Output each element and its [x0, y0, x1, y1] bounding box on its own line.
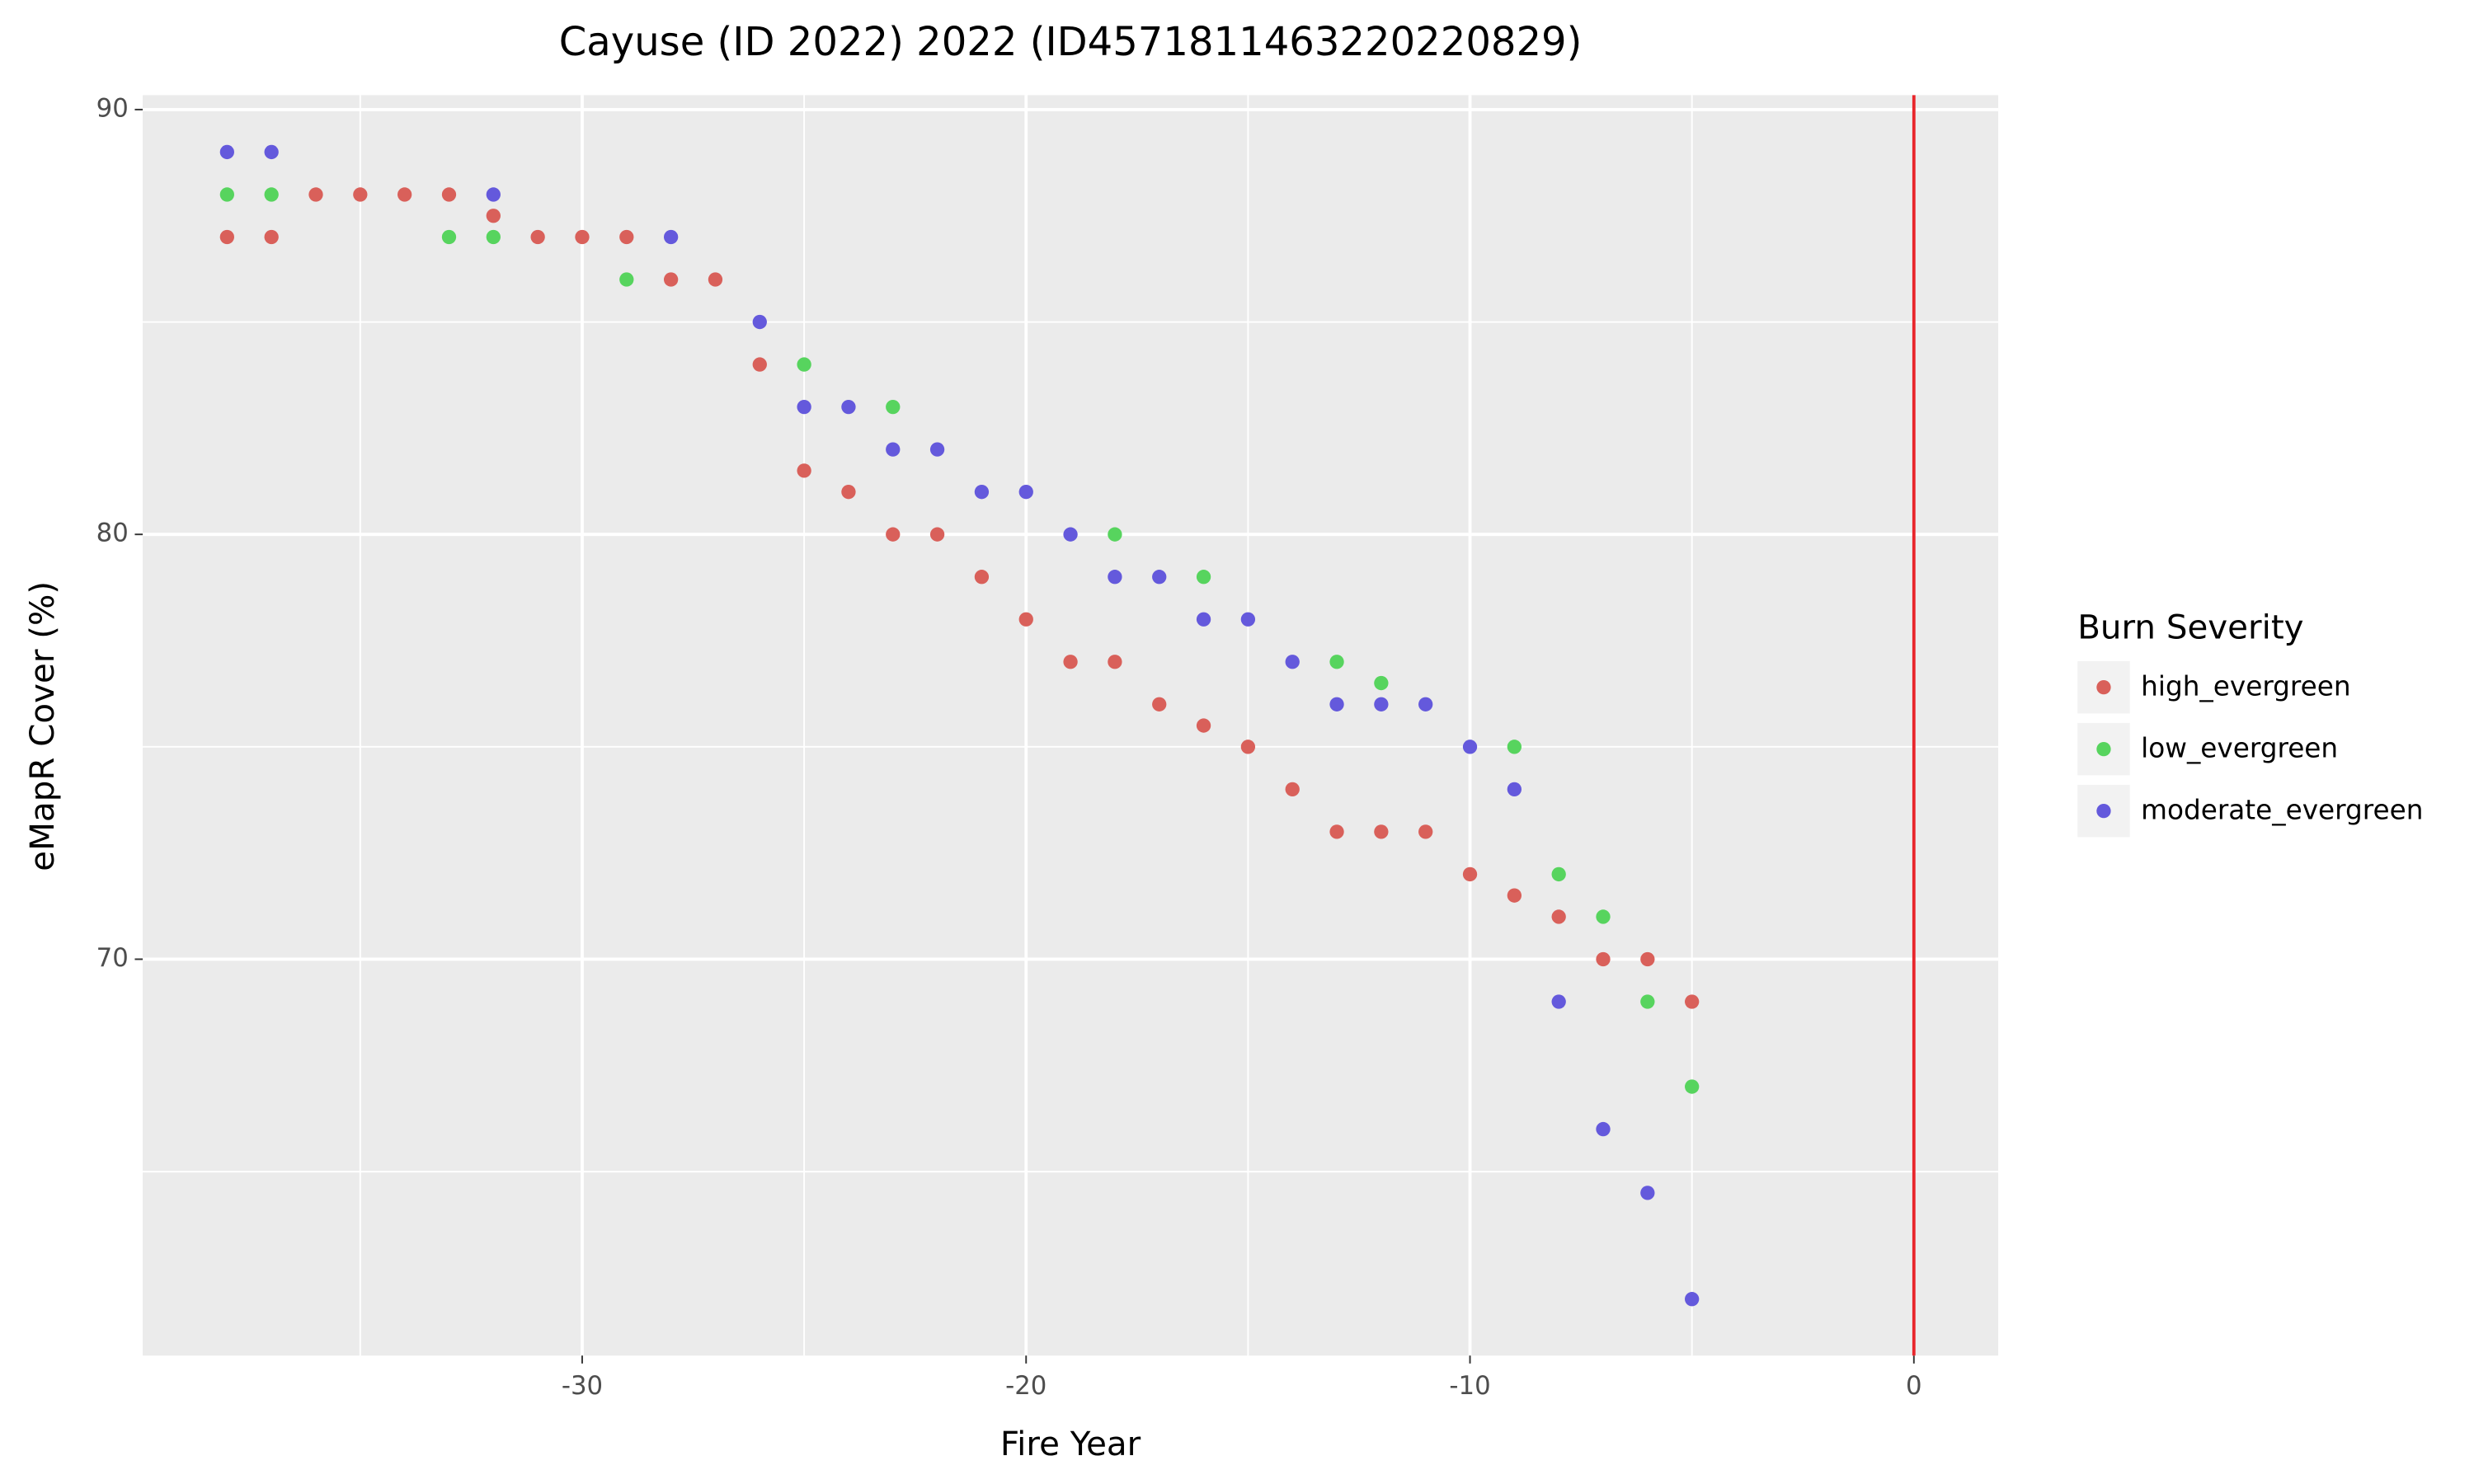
point: [1640, 1186, 1655, 1200]
y-tick-label: 90: [96, 93, 129, 123]
x-tick-label: -20: [1005, 1371, 1047, 1401]
point: [1596, 951, 1611, 967]
point: [1374, 675, 1389, 691]
point: [264, 144, 279, 160]
point: [353, 187, 368, 202]
point: [441, 187, 457, 202]
point: [1418, 824, 1433, 839]
point: [886, 442, 901, 457]
chart-title: Cayuse (ID 2022) 2022 (ID457181146322022…: [559, 19, 1583, 65]
point: [1596, 909, 1611, 924]
point: [1551, 994, 1566, 1009]
point: [663, 229, 679, 245]
point: [708, 272, 723, 287]
point: [264, 187, 279, 202]
x-tick-label: -10: [1449, 1371, 1490, 1401]
x-tick-label: -30: [562, 1371, 603, 1401]
point: [797, 399, 811, 415]
point: [1418, 697, 1433, 711]
point: [1018, 612, 1033, 627]
y-tick-label: 80: [96, 519, 129, 548]
point: [1685, 1079, 1700, 1094]
legend-marker: [2096, 804, 2111, 819]
point: [974, 485, 990, 500]
legend-title: Burn Severity: [2077, 608, 2303, 646]
point: [619, 229, 634, 245]
point: [886, 399, 901, 415]
point: [1374, 824, 1389, 839]
point: [486, 229, 501, 245]
point: [619, 272, 634, 287]
point: [797, 463, 811, 478]
legend-marker: [2096, 742, 2111, 757]
point: [841, 485, 856, 500]
point: [886, 527, 901, 542]
point: [1240, 740, 1256, 754]
x-tick-label: 0: [1906, 1371, 1922, 1401]
point: [1507, 782, 1522, 797]
point: [929, 442, 945, 457]
point: [397, 187, 412, 202]
point: [1196, 612, 1211, 627]
x-axis-label: Fire Year: [1000, 1425, 1141, 1463]
point: [1462, 866, 1478, 882]
point: [219, 229, 235, 245]
point: [575, 229, 590, 245]
point: [219, 187, 235, 202]
point: [1196, 570, 1211, 585]
point: [752, 357, 767, 372]
legend-marker: [2096, 680, 2111, 695]
point: [974, 570, 990, 585]
point: [797, 357, 811, 372]
point: [841, 399, 856, 415]
point: [1551, 909, 1566, 924]
point: [530, 229, 545, 245]
point: [1285, 655, 1300, 669]
point: [219, 144, 235, 160]
legend-label: low_evergreen: [2141, 733, 2338, 764]
point: [752, 314, 767, 330]
point: [1596, 1121, 1611, 1137]
point: [1196, 718, 1211, 733]
y-tick-label: 70: [96, 943, 129, 973]
point: [441, 229, 457, 245]
point: [1551, 866, 1566, 882]
point: [486, 209, 501, 223]
point: [308, 187, 323, 202]
legend-label: moderate_evergreen: [2141, 795, 2423, 826]
point: [1108, 570, 1122, 585]
point: [1152, 697, 1167, 711]
point: [929, 527, 945, 542]
point: [1018, 485, 1033, 500]
legend-label: high_evergreen: [2141, 671, 2350, 702]
point: [1063, 527, 1078, 542]
point: [1285, 782, 1300, 797]
point: [1507, 740, 1522, 754]
point: [1108, 655, 1122, 669]
point: [1640, 994, 1655, 1009]
point: [1640, 951, 1655, 967]
point: [1152, 570, 1167, 585]
point: [663, 272, 679, 287]
point: [1329, 655, 1344, 669]
point: [1108, 527, 1122, 542]
point: [1507, 888, 1522, 903]
point: [1329, 824, 1344, 839]
point: [264, 229, 279, 245]
point: [1685, 1292, 1700, 1307]
point: [1374, 697, 1389, 711]
point: [1063, 655, 1078, 669]
plot-panel: [143, 95, 1999, 1356]
point: [486, 187, 501, 202]
y-axis-label: eMapR Cover (%): [23, 581, 62, 871]
point: [1685, 994, 1700, 1009]
point: [1240, 612, 1256, 627]
point: [1462, 740, 1478, 754]
point: [1329, 697, 1344, 711]
